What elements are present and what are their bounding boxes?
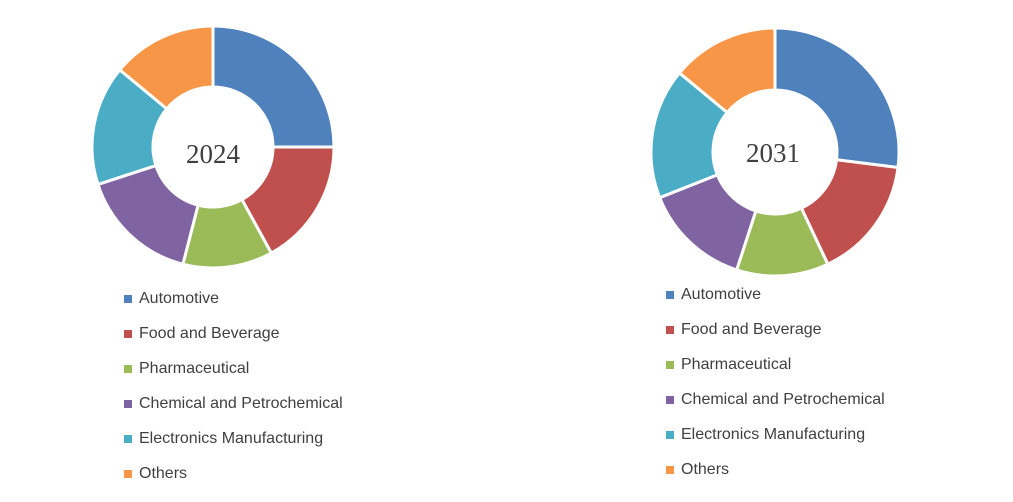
center-year-label: 2031 bbox=[746, 138, 800, 168]
donut-slice-others bbox=[677, 26, 777, 115]
legend-label: Food and Beverage bbox=[139, 324, 280, 342]
legend-item-automotive: Automotive bbox=[124, 281, 343, 316]
legend-swatch bbox=[666, 430, 674, 439]
donut-slice-others bbox=[117, 24, 215, 111]
legend-label: Electronics Manufacturing bbox=[139, 429, 324, 447]
legend: Automotive Food and Beverage Pharmaceuti… bbox=[124, 281, 343, 491]
legend-swatch bbox=[124, 364, 132, 373]
legend-label: Food and Beverage bbox=[681, 320, 822, 338]
legend-swatch bbox=[124, 294, 132, 303]
legend-swatch bbox=[124, 469, 132, 478]
legend-swatch bbox=[124, 434, 132, 443]
donut-slice-food-and-beverage bbox=[239, 145, 336, 256]
legend-item-automotive: Automotive bbox=[666, 277, 885, 312]
donut-slices bbox=[649, 26, 901, 278]
legend-swatch bbox=[124, 329, 132, 338]
donut-slice-automotive bbox=[773, 26, 901, 170]
legend-item-food-and-beverage: Food and Beverage bbox=[666, 312, 885, 347]
legend-label: Electronics Manufacturing bbox=[681, 425, 866, 443]
legend-item-chemical-and-petrochemical: Chemical and Petrochemical bbox=[666, 382, 885, 417]
legend-swatch bbox=[666, 395, 674, 404]
legend-item-pharmaceutical: Pharmaceutical bbox=[666, 347, 885, 382]
donut-slices bbox=[90, 24, 336, 270]
donut-chart-2031-plot: 2031 bbox=[649, 26, 901, 278]
legend-swatch bbox=[666, 465, 674, 474]
legend-label: Chemical and Petrochemical bbox=[139, 394, 343, 412]
legend-label: Others bbox=[681, 460, 730, 478]
legend-swatch bbox=[124, 399, 132, 408]
legend-label: Automotive bbox=[681, 285, 762, 303]
legend-label: Pharmaceutical bbox=[139, 359, 250, 377]
legend-item-chemical-and-petrochemical: Chemical and Petrochemical bbox=[124, 386, 343, 421]
legend-swatch bbox=[666, 290, 674, 299]
legend-label: Others bbox=[139, 464, 188, 482]
legend-item-others: Others bbox=[124, 456, 343, 491]
donut-chart-2024-plot: 2024 bbox=[90, 24, 336, 270]
donut-slice-automotive bbox=[211, 24, 336, 149]
center-year-label: 2024 bbox=[186, 139, 241, 169]
legend-label: Pharmaceutical bbox=[681, 355, 792, 373]
legend-label: Automotive bbox=[139, 289, 220, 307]
legend-item-electronics-manufacturing: Electronics Manufacturing bbox=[666, 417, 885, 452]
legend-item-pharmaceutical: Pharmaceutical bbox=[124, 351, 343, 386]
legend: Automotive Food and Beverage Pharmaceuti… bbox=[666, 277, 885, 487]
legend-swatch bbox=[666, 360, 674, 369]
legend-item-others: Others bbox=[666, 452, 885, 487]
legend-item-food-and-beverage: Food and Beverage bbox=[124, 316, 343, 351]
legend-swatch bbox=[666, 325, 674, 334]
legend-label: Chemical and Petrochemical bbox=[681, 390, 885, 408]
legend-item-electronics-manufacturing: Electronics Manufacturing bbox=[124, 421, 343, 456]
